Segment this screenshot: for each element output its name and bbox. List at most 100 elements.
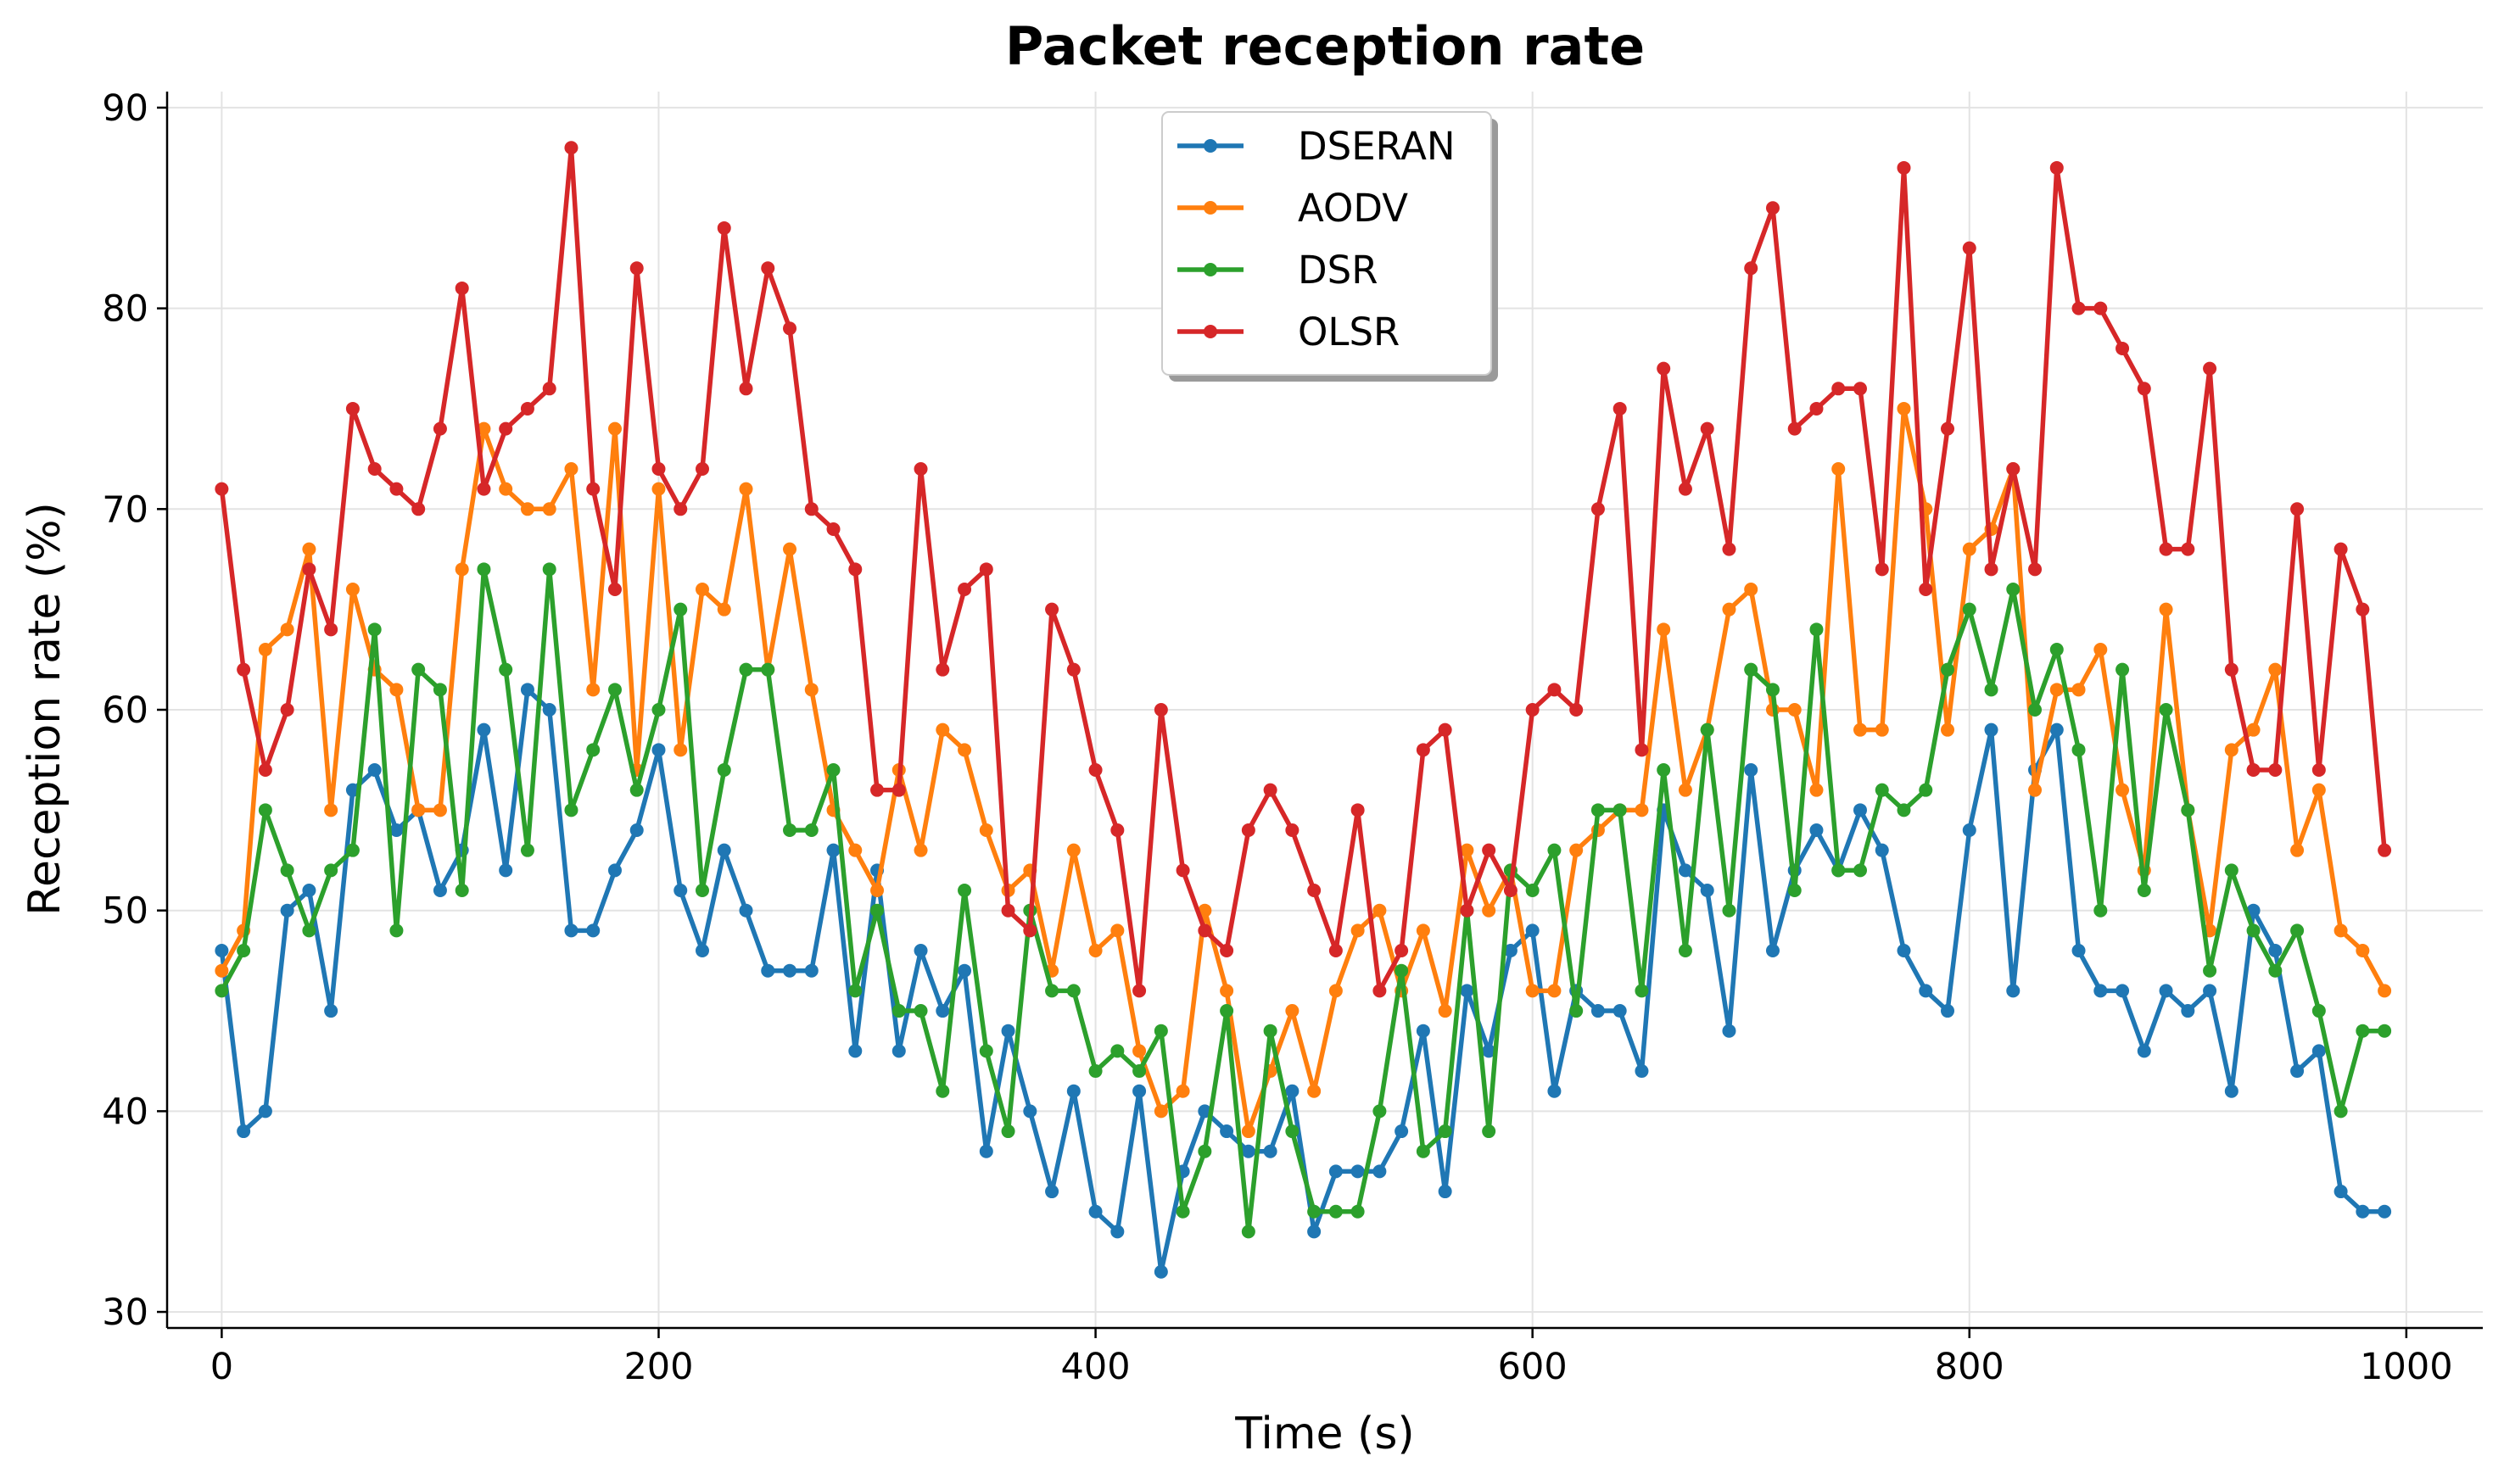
data-point (1919, 582, 1933, 596)
data-point (2203, 984, 2217, 998)
data-point (826, 763, 841, 778)
data-point (345, 401, 360, 416)
data-point (1395, 963, 1409, 978)
data-point (2224, 662, 2239, 677)
data-point (2334, 1104, 2348, 1119)
data-point (1657, 361, 1671, 376)
data-point (1962, 823, 1976, 838)
data-point (477, 722, 491, 737)
data-point (1395, 944, 1409, 958)
data-point (2311, 1004, 2326, 1018)
data-point (2049, 642, 2064, 656)
data-point (2246, 763, 2261, 778)
data-point (2071, 301, 2086, 315)
data-point (586, 923, 601, 938)
data-point (367, 622, 382, 637)
data-point (258, 1104, 272, 1119)
y-tick-label: 50 (102, 890, 148, 933)
data-point (891, 1004, 906, 1018)
data-point (936, 1004, 950, 1018)
data-point (215, 963, 229, 978)
data-point (1984, 683, 1998, 697)
data-point (411, 662, 426, 677)
legend-label: DSERAN (1298, 124, 1456, 169)
data-point (1875, 562, 1889, 577)
data-point (1525, 703, 1540, 717)
data-point (389, 683, 404, 697)
data-point (761, 261, 775, 276)
data-point (1416, 743, 1430, 757)
data-point (2071, 683, 2086, 697)
data-point (674, 602, 688, 616)
data-point (564, 141, 578, 155)
data-point (1066, 662, 1081, 677)
data-point (1110, 1044, 1125, 1058)
legend-item: AODV (1177, 186, 1408, 231)
data-point (237, 944, 251, 958)
data-point (1875, 843, 1889, 857)
data-point (1809, 622, 1824, 637)
data-point (2246, 722, 2261, 737)
data-point (1088, 944, 1103, 958)
data-point (1438, 1124, 1452, 1139)
x-tick-label: 0 (210, 1346, 233, 1388)
data-point (1831, 863, 1846, 878)
data-point (389, 923, 404, 938)
data-point (1875, 783, 1889, 797)
data-point (1328, 1164, 1343, 1179)
y-tick-label: 60 (102, 689, 148, 732)
data-point (345, 843, 360, 857)
data-point (629, 261, 644, 276)
data-point (1220, 984, 1234, 998)
data-point (564, 461, 578, 476)
data-point (979, 823, 993, 838)
data-point (848, 1044, 863, 1058)
data-point (1285, 1004, 1300, 1018)
data-point (2049, 160, 2064, 175)
data-point (717, 220, 731, 235)
data-point (2028, 703, 2043, 717)
data-point (717, 763, 731, 778)
data-point (848, 984, 863, 998)
data-point (1372, 903, 1387, 918)
data-point (1482, 843, 1496, 857)
data-point (2093, 301, 2108, 315)
data-point (2137, 884, 2151, 898)
data-point (761, 963, 775, 978)
data-point (1307, 1084, 1322, 1098)
data-point (542, 703, 556, 717)
data-point (958, 582, 972, 596)
data-point (1678, 482, 1692, 496)
data-point (1613, 803, 1627, 817)
x-tick-label: 400 (1061, 1346, 1131, 1388)
data-point (1744, 662, 1758, 677)
data-point (1198, 1144, 1212, 1158)
data-point (2378, 843, 2392, 857)
data-point (2006, 984, 2021, 998)
data-point (1285, 1124, 1300, 1139)
data-point (2268, 662, 2283, 677)
data-point (2268, 963, 2283, 978)
data-point (367, 461, 382, 476)
y-tick-label: 30 (102, 1292, 148, 1334)
data-point (389, 823, 404, 838)
data-point (1547, 1084, 1562, 1098)
data-point (607, 863, 622, 878)
data-point (1220, 1004, 1234, 1018)
data-point (1176, 1204, 1190, 1219)
data-point (1154, 1024, 1168, 1038)
data-point (695, 582, 709, 596)
data-point (1350, 1204, 1365, 1219)
data-point (804, 963, 819, 978)
data-point (1590, 803, 1605, 817)
data-point (979, 562, 993, 577)
data-point (499, 863, 513, 878)
y-tick-label: 80 (102, 288, 148, 331)
data-point (1744, 261, 1758, 276)
data-point (1547, 984, 1562, 998)
data-point (2137, 1044, 2151, 1058)
data-point (651, 482, 666, 496)
legend-label: DSR (1298, 248, 1378, 293)
data-point (739, 662, 753, 677)
data-point (848, 562, 863, 577)
